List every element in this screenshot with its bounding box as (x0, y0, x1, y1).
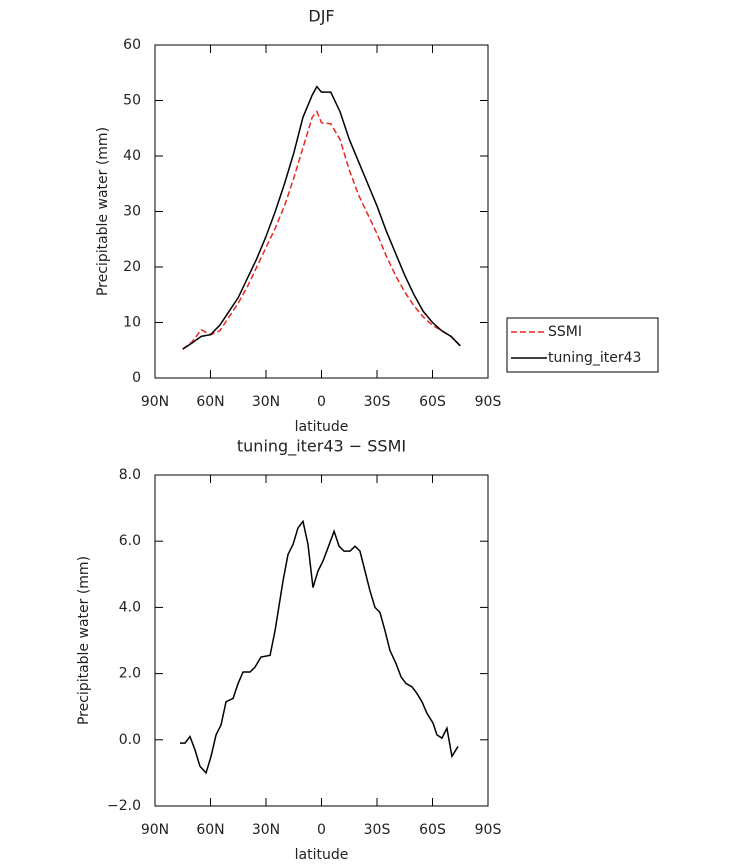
y-tick-label: 6.0 (119, 533, 141, 549)
x-tick-label: 0 (317, 394, 326, 410)
y-tick-label: 40 (123, 148, 141, 164)
y-tick-label: 0.0 (119, 732, 141, 748)
y-tick-label: 0 (132, 370, 141, 386)
y-axis-label: Precipitable water (mm) (76, 556, 92, 725)
data-line (182, 85, 461, 350)
x-tick-label: 60S (419, 822, 446, 838)
plot-frame (154, 474, 489, 807)
x-tick-label: 30S (364, 394, 391, 410)
x-tick-label: 30N (252, 822, 280, 838)
y-axis-label: Precipitable water (mm) (95, 127, 111, 296)
y-tick-label: 2.0 (119, 666, 141, 682)
legend-box (506, 317, 659, 373)
x-tick-label: 0 (317, 822, 326, 838)
x-axis-label: latitude (295, 847, 349, 863)
chart-title: DJF (308, 7, 334, 26)
y-tick-label: 8.0 (119, 467, 141, 483)
legend-label: tuning_iter43 (548, 350, 641, 366)
x-tick-label: 60N (196, 394, 224, 410)
x-tick-label: 90N (141, 822, 169, 838)
x-tick-label: 30S (364, 822, 391, 838)
y-tick-label: 60 (123, 37, 141, 53)
x-tick-label: 30N (252, 394, 280, 410)
x-axis-label: latitude (295, 419, 349, 435)
y-tick-label: 30 (123, 204, 141, 220)
x-tick-label: 90S (475, 822, 502, 838)
legend-label: SSMI (548, 324, 582, 340)
y-tick-label: 4.0 (119, 599, 141, 615)
y-tick-label: 20 (123, 259, 141, 275)
chart-title: tuning_iter43 − SSMI (237, 437, 406, 457)
data-line (182, 110, 461, 350)
x-tick-label: 90N (141, 394, 169, 410)
data-line (179, 519, 459, 775)
x-tick-label: 90S (475, 394, 502, 410)
y-tick-label: −2.0 (107, 798, 141, 814)
x-tick-label: 60S (419, 394, 446, 410)
x-tick-label: 60N (196, 822, 224, 838)
y-tick-label: 10 (123, 315, 141, 331)
y-tick-label: 50 (123, 93, 141, 109)
